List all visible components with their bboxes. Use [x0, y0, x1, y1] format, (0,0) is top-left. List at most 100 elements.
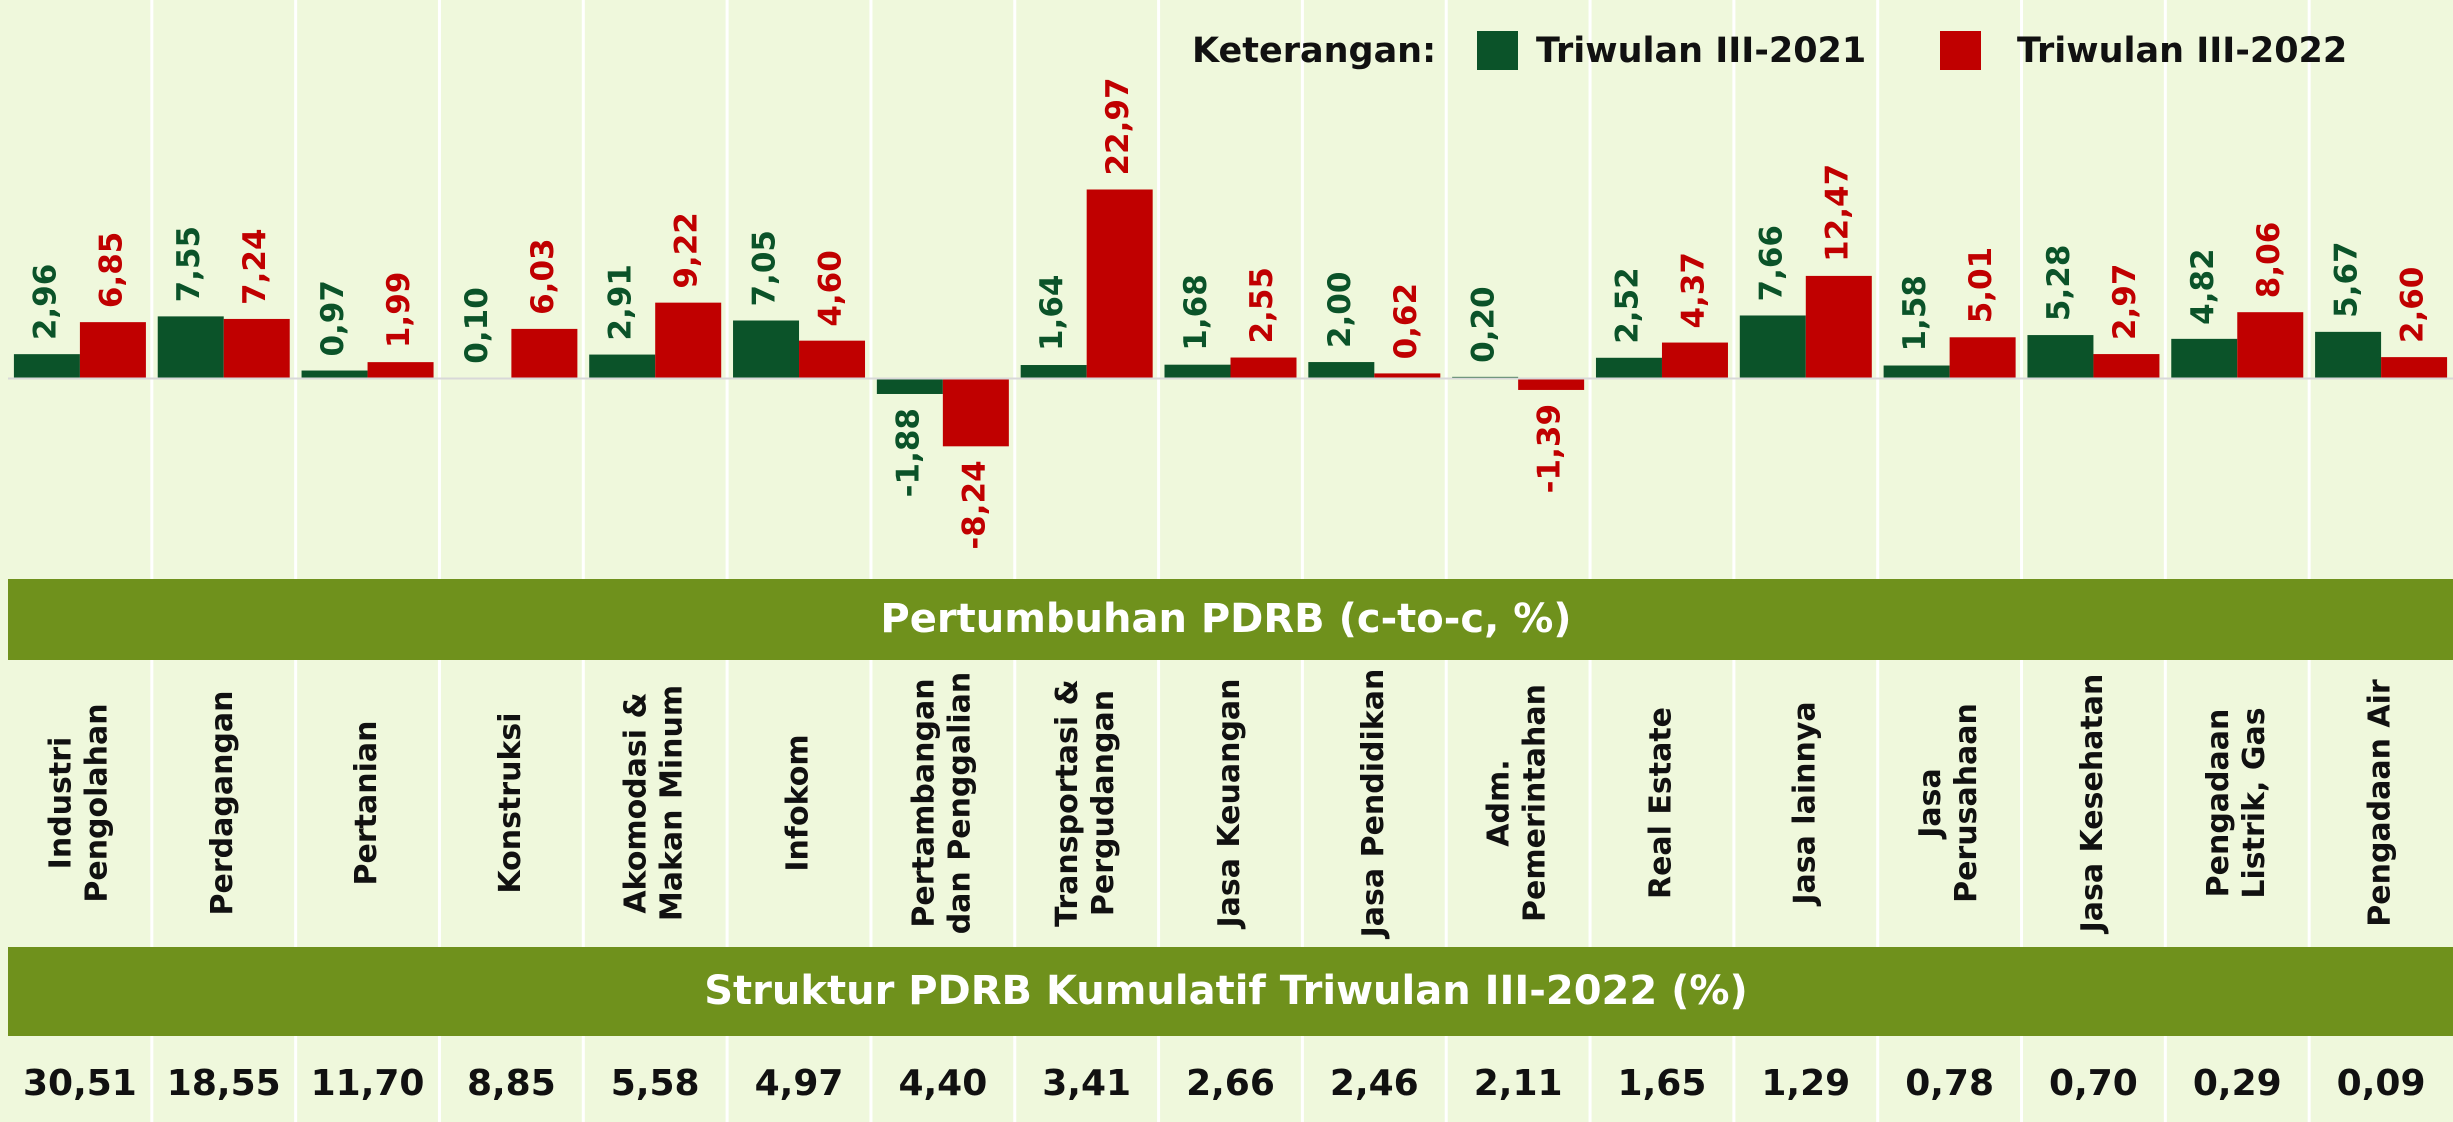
bar [511, 328, 578, 379]
structure-value: 4,97 [755, 1063, 844, 1104]
data-label: 6,85 [93, 232, 129, 309]
data-label: 12,47 [1819, 164, 1855, 262]
bar [2093, 354, 2160, 379]
data-label: 2,60 [2395, 267, 2431, 344]
structure-value: 2,66 [1186, 1063, 1275, 1104]
legend-label: Triwulan III-2021 [1536, 31, 1866, 71]
data-label: 1,68 [1178, 274, 1214, 351]
structure-value: 1,29 [1761, 1063, 1850, 1104]
data-label: 0,97 [315, 280, 351, 357]
x-tick-label: Akomodasi & [619, 692, 654, 913]
bar [2171, 338, 2238, 379]
bar [655, 302, 722, 379]
bar [2315, 331, 2382, 379]
bar [1595, 357, 1662, 379]
data-label: 2,97 [2107, 264, 2143, 341]
data-label: 2,52 [1609, 267, 1645, 344]
data-label: 0,20 [1466, 286, 1502, 363]
data-label: 2,55 [1244, 267, 1280, 344]
bar [367, 362, 434, 379]
structure-value: 2,46 [1330, 1063, 1419, 1104]
data-label: 7,24 [237, 228, 273, 305]
bar [2237, 312, 2304, 379]
structure-value: 3,41 [1042, 1063, 1131, 1104]
x-tick-label: Pertambangan [906, 678, 941, 927]
data-label: 0,10 [459, 287, 495, 363]
data-label: 4,37 [1675, 252, 1711, 329]
bar [1661, 342, 1728, 379]
bar [589, 354, 656, 379]
data-label: -8,24 [956, 460, 992, 549]
chart-title: Pertumbuhan PDRB (c-to-c, %) [880, 596, 1571, 642]
data-label: 4,60 [813, 250, 849, 327]
data-label: 9,22 [669, 212, 705, 289]
data-label: 7,55 [171, 226, 207, 303]
bar [1020, 365, 1087, 379]
x-tick-label: Listrik, Gas [2237, 707, 2272, 898]
data-label: 8,06 [2251, 222, 2287, 299]
bar [1164, 364, 1231, 379]
structure-value: 4,40 [898, 1063, 987, 1104]
data-label: 22,97 [1100, 77, 1136, 175]
structure-value: 30,51 [23, 1063, 137, 1104]
data-label: 6,03 [525, 238, 561, 315]
data-label: 1,99 [381, 272, 417, 349]
x-tick-label: Pergudangan [1086, 690, 1121, 916]
x-tick-label: Real Estate [1643, 707, 1678, 899]
x-tick-label: Pengolahan [79, 703, 114, 902]
bar [1308, 362, 1375, 379]
x-tick-label: Industri [43, 737, 78, 870]
data-label: 1,64 [1034, 275, 1070, 352]
data-label: 4,82 [2185, 248, 2221, 325]
legend-label: Triwulan III-2022 [2017, 31, 2347, 71]
x-tick-label: Pertanian [349, 721, 384, 886]
bar [13, 354, 80, 379]
x-tick-label: Pemerintahan [1518, 684, 1553, 922]
bar [223, 318, 290, 379]
data-label: 7,05 [747, 230, 783, 307]
structure-title: Struktur PDRB Kumulatif Triwulan III-202… [704, 968, 1748, 1014]
data-label: 5,67 [2329, 241, 2365, 318]
bar [733, 320, 800, 379]
structure-value: 18,55 [167, 1063, 281, 1104]
structure-value: 0,09 [2337, 1063, 2426, 1104]
data-label: 5,28 [2041, 245, 2077, 322]
bar [301, 370, 368, 379]
x-tick-label: Transportasi & [1050, 679, 1085, 927]
data-label: 5,01 [1963, 247, 1999, 324]
legend-swatch [1477, 31, 1518, 70]
legend-title: Keterangan: [1192, 31, 1436, 71]
x-tick-label: Adm. [1482, 759, 1517, 846]
bar [2027, 335, 2094, 379]
x-tick-label: Perdagangan [205, 691, 240, 916]
data-label: -1,88 [890, 408, 926, 497]
data-label: 7,66 [1753, 225, 1789, 302]
data-label: 2,91 [603, 264, 639, 341]
data-label: -1,39 [1532, 404, 1568, 493]
band [8, 579, 2453, 660]
data-label: 2,00 [1322, 272, 1358, 349]
structure-value: 2,11 [1474, 1063, 1563, 1104]
legend-swatch [1940, 31, 1981, 70]
x-tick-label: Makan Minum [655, 685, 690, 921]
bar [1949, 337, 2016, 379]
data-label: 0,62 [1388, 283, 1424, 360]
bar [1086, 189, 1153, 379]
x-tick-label: Jasa Kesehatan [2075, 674, 2110, 935]
bar [1518, 378, 1585, 390]
structure-value: 11,70 [311, 1063, 425, 1104]
x-tick-label: Jasa Keuangan [1212, 678, 1247, 929]
bar [876, 378, 943, 394]
structure-value: 0,29 [2193, 1063, 2282, 1104]
bar [1230, 357, 1297, 379]
x-tick-label: Pengadaan Air [2363, 679, 2398, 927]
structure-value: 0,78 [1905, 1063, 1994, 1104]
bar [1739, 315, 1806, 379]
x-tick-label: Perusahaan [1949, 703, 1984, 903]
structure-value: 0,70 [2049, 1063, 2138, 1104]
x-tick-label: Jasa [1913, 768, 1948, 840]
band [8, 947, 2453, 1036]
bar [2381, 357, 2448, 379]
structure-value: 8,85 [467, 1063, 556, 1104]
